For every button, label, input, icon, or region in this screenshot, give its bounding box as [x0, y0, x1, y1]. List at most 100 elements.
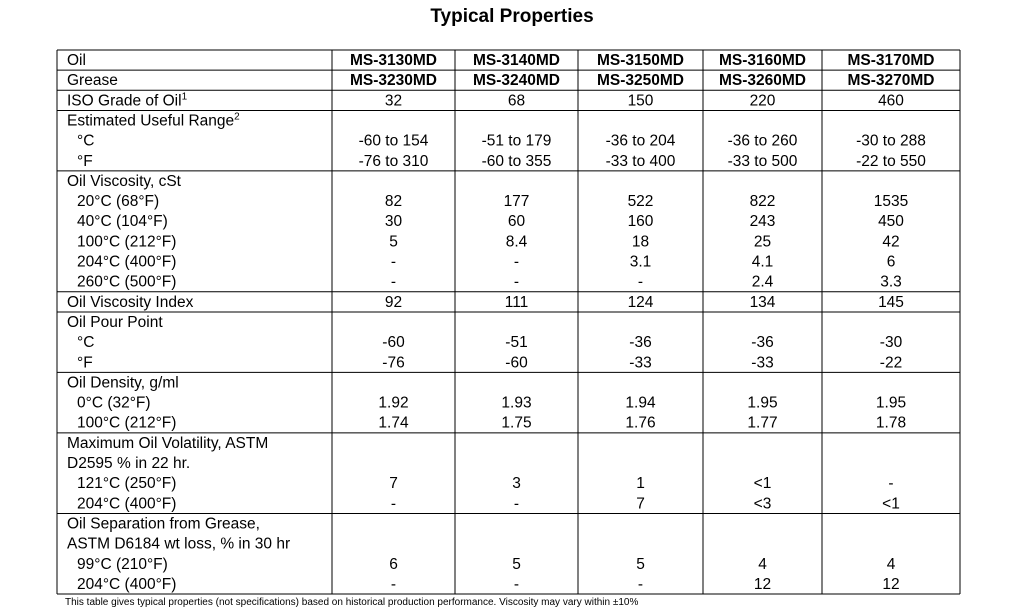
- cell-value: 7: [389, 475, 398, 492]
- cell-value: 5: [389, 233, 398, 250]
- label-text: ASTM D6184 wt loss, % in 30 hr: [67, 536, 290, 553]
- cell-value: 134: [750, 294, 776, 311]
- label-text: Oil Separation from Grease,: [67, 515, 260, 532]
- section-label: Oil Separation from Grease,: [67, 515, 260, 532]
- cell-value: -36: [629, 334, 651, 351]
- label-text: Oil Viscosity Index: [67, 294, 194, 311]
- column-header: MS-3240MD: [473, 72, 560, 89]
- column-header: MS-3160MD: [719, 52, 806, 69]
- row-label: 99°C (210°F): [77, 556, 168, 573]
- cell-value: 3.3: [880, 274, 902, 291]
- column-header: MS-3270MD: [848, 72, 935, 89]
- cell-value: 82: [385, 193, 402, 210]
- cell-value: 1.76: [625, 415, 655, 432]
- label-text: Oil Density, g/ml: [67, 374, 179, 391]
- cell-value: 450: [878, 213, 904, 230]
- cell-value: -33: [629, 354, 651, 371]
- row-label: °F: [77, 354, 93, 371]
- cell-value: 124: [628, 294, 654, 311]
- row-label: 204°C (400°F): [77, 576, 176, 593]
- cell-value: -22: [880, 354, 902, 371]
- cell-value: <1: [882, 495, 900, 512]
- cell-value: 5: [636, 556, 645, 573]
- cell-value: <3: [754, 495, 772, 512]
- row-label: 204°C (400°F): [77, 254, 176, 271]
- cell-value: 5: [512, 556, 521, 573]
- cell-value: -: [391, 495, 396, 512]
- cell-value: <1: [754, 475, 772, 492]
- cell-value: 4.1: [752, 254, 774, 271]
- section-label: D2595 % in 22 hr.: [67, 455, 190, 472]
- cell-value: 177: [504, 193, 530, 210]
- cell-value: 1.78: [876, 415, 906, 432]
- cell-value: 6: [389, 556, 398, 573]
- label-text: ISO Grade of Oil: [67, 92, 182, 109]
- cell-value: 12: [882, 576, 899, 593]
- cell-value: 1: [636, 475, 645, 492]
- cell-value: -30 to 288: [856, 133, 926, 150]
- section-label: ASTM D6184 wt loss, % in 30 hr: [67, 536, 290, 553]
- cell-value: 160: [628, 213, 654, 230]
- cell-value: 145: [878, 294, 904, 311]
- row-label: 40°C (104°F): [77, 213, 168, 230]
- section-label: Oil Density, g/ml: [67, 374, 179, 391]
- cell-value: -60: [505, 354, 528, 371]
- section-label: ISO Grade of Oil1: [67, 91, 188, 109]
- row-label: Grease: [67, 72, 118, 89]
- cell-value: 1535: [874, 193, 908, 210]
- row-label: 204°C (400°F): [77, 495, 176, 512]
- cell-value: 460: [878, 92, 904, 109]
- cell-value: -: [888, 475, 893, 492]
- row-label: Oil: [67, 52, 86, 69]
- cell-value: 4: [758, 556, 767, 573]
- cell-value: -76 to 310: [359, 153, 429, 170]
- cell-value: 1.94: [625, 395, 656, 412]
- cell-value: 1.95: [876, 395, 906, 412]
- section-label: Oil Viscosity Index: [67, 294, 194, 311]
- cell-value: -36 to 204: [606, 133, 676, 150]
- cell-value: -33: [751, 354, 773, 371]
- label-text: Estimated Useful Range: [67, 112, 234, 129]
- cell-value: -60 to 154: [359, 133, 429, 150]
- title: Typical Properties: [430, 6, 593, 27]
- column-header: MS-3230MD: [350, 72, 437, 89]
- section-label: Oil Viscosity, cSt: [67, 173, 182, 190]
- cell-value: 2.4: [752, 274, 774, 291]
- cell-value: 1.95: [747, 395, 777, 412]
- cell-value: -76: [382, 354, 404, 371]
- footnote-mark: 1: [182, 91, 188, 102]
- label-text: Oil Viscosity, cSt: [67, 173, 182, 190]
- cell-value: -36: [751, 334, 773, 351]
- row-label: °C: [77, 133, 94, 150]
- row-label: 100°C (212°F): [77, 233, 176, 250]
- cell-value: -60: [382, 334, 405, 351]
- footnote: This table gives typical properties (not…: [65, 597, 638, 608]
- cell-value: -33 to 400: [606, 153, 676, 170]
- row-label: 121°C (250°F): [77, 475, 176, 492]
- cell-value: 8.4: [506, 233, 528, 250]
- cell-value: 32: [385, 92, 402, 109]
- section-label: Estimated Useful Range2: [67, 111, 240, 129]
- cell-value: -36 to 260: [728, 133, 798, 150]
- column-header: MS-3260MD: [719, 72, 806, 89]
- cell-value: -: [514, 254, 519, 271]
- cell-value: 1.92: [378, 395, 408, 412]
- cell-value: 60: [508, 213, 526, 230]
- label-text: Oil Pour Point: [67, 314, 163, 331]
- cell-value: 92: [385, 294, 402, 311]
- cell-value: 522: [628, 193, 654, 210]
- cell-value: 243: [750, 213, 776, 230]
- cell-value: -51 to 179: [482, 133, 552, 150]
- label-text: D2595 % in 22 hr.: [67, 455, 190, 472]
- cell-value: 30: [385, 213, 403, 230]
- cell-value: 1.93: [501, 395, 531, 412]
- cell-value: 25: [754, 233, 771, 250]
- cell-value: -: [391, 576, 396, 593]
- column-header: MS-3250MD: [597, 72, 684, 89]
- cell-value: 1.75: [501, 415, 531, 432]
- cell-value: 3.1: [630, 254, 652, 271]
- column-header: MS-3170MD: [848, 52, 935, 69]
- cell-value: -: [514, 274, 519, 291]
